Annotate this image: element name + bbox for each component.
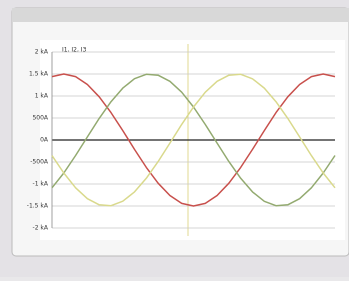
y-tick-label: -1 kA: [33, 181, 49, 188]
y-tick-label: -500A: [30, 159, 49, 166]
chart-title: I1, I2, I3: [62, 47, 87, 54]
y-tick-label: 1.5 kA: [29, 71, 49, 78]
y-tick-label: 1 kA: [35, 93, 49, 100]
y-tick-label: 0A: [40, 137, 49, 144]
page: I1, I2, I3 2 kA 1.5 kA 1 kA 500A 0A -500A -1 k…: [0, 0, 349, 277]
chart: I1, I2, I3 2 kA 1.5 kA 1 kA 500A 0A -500A -1 k…: [0, 0, 349, 277]
y-tick-label: 2 kA: [35, 49, 49, 56]
y-tick-label: 500A: [32, 115, 48, 122]
title-bar: [12, 8, 349, 22]
y-tick-label: -1.5 kA: [27, 203, 49, 210]
y-tick-label: -2 kA: [33, 225, 49, 232]
